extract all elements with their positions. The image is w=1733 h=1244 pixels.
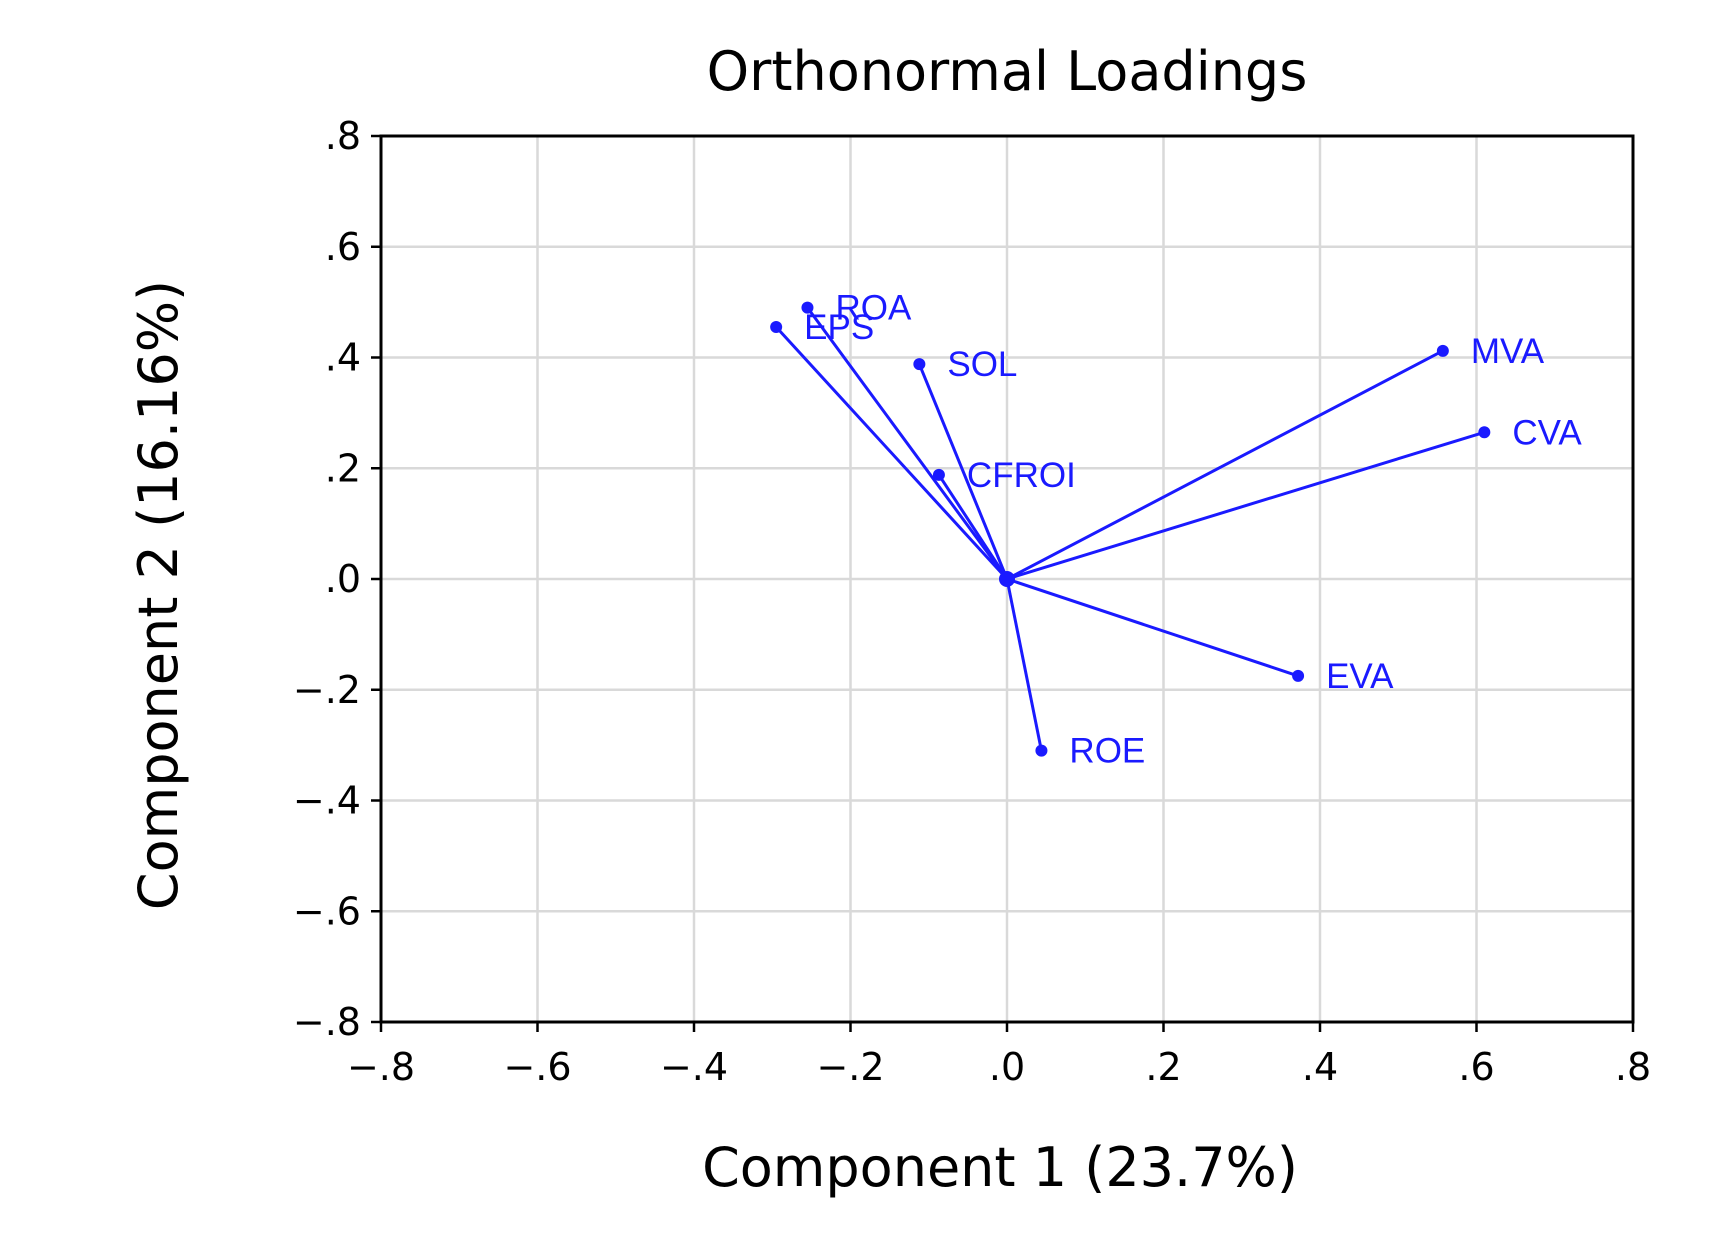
y-tick-label: .2: [325, 446, 361, 490]
y-axis-title: Component 2 (16.16%): [127, 280, 190, 910]
origin-point: [999, 571, 1015, 587]
x-tick-label: .8: [1615, 1045, 1651, 1089]
loading-point-sol: [913, 358, 926, 371]
y-tick-label: .4: [325, 336, 361, 380]
point-label-eva: EVA: [1326, 657, 1394, 696]
loading-point-cva: [1478, 426, 1491, 439]
point-label-cva: CVA: [1512, 413, 1582, 452]
loading-vector-roe: [1005, 578, 1043, 751]
loading-point-mva: [1436, 344, 1449, 357]
chart-title: Orthonormal Loadings: [707, 40, 1308, 103]
x-tick-label: −.4: [660, 1045, 728, 1089]
y-tick-label: −.2: [293, 668, 361, 712]
loading-point-cfroi: [932, 468, 945, 481]
point-label-roa: ROA: [835, 289, 912, 328]
loading-vector-eps: [775, 326, 1009, 581]
loading-vector-cva: [1006, 430, 1485, 581]
y-tick-label: −.8: [293, 1000, 361, 1044]
point-label-cfroi: CFROI: [967, 456, 1076, 495]
x-tick-label: −.2: [816, 1045, 884, 1089]
point-label-mva: MVA: [1471, 332, 1545, 371]
y-tick-label: .6: [325, 225, 361, 269]
y-tick-label: .0: [325, 557, 361, 601]
y-tick-label: −.4: [293, 779, 361, 823]
point-label-eps: EPS: [804, 308, 874, 347]
loading-point-eva: [1292, 669, 1305, 682]
x-tick-label: −.6: [503, 1045, 571, 1089]
y-tick-label: .8: [325, 114, 361, 158]
x-tick-label: .4: [1302, 1045, 1338, 1089]
loading-point-roe: [1035, 744, 1048, 757]
loading-vector-roa: [806, 306, 1009, 580]
loading-point-roa: [801, 301, 814, 314]
point-label-roe: ROE: [1069, 732, 1145, 771]
x-tick-label: .0: [989, 1045, 1025, 1089]
axis-ticks: −.8 −.6 −.4 −.2 .0 .2 .4 .6 .8 −.8 −.6 −.4 −.2 .0 .2 .4…: [293, 114, 1651, 1089]
y-tick-label: −.6: [293, 889, 361, 933]
loading-point-eps: [770, 321, 783, 334]
loading-vector-mva: [1006, 349, 1444, 581]
loading-vector-cfroi: [937, 474, 1009, 580]
x-tick-label: .6: [1458, 1045, 1494, 1089]
x-tick-label: −.8: [347, 1045, 415, 1089]
loading-vector-sol: [917, 363, 1009, 580]
x-tick-label: .2: [1145, 1045, 1181, 1089]
x-axis-title: Component 1 (23.7%): [702, 1136, 1298, 1199]
point-label-sol: SOL: [947, 345, 1017, 384]
loading-vector-eva: [1006, 577, 1299, 678]
